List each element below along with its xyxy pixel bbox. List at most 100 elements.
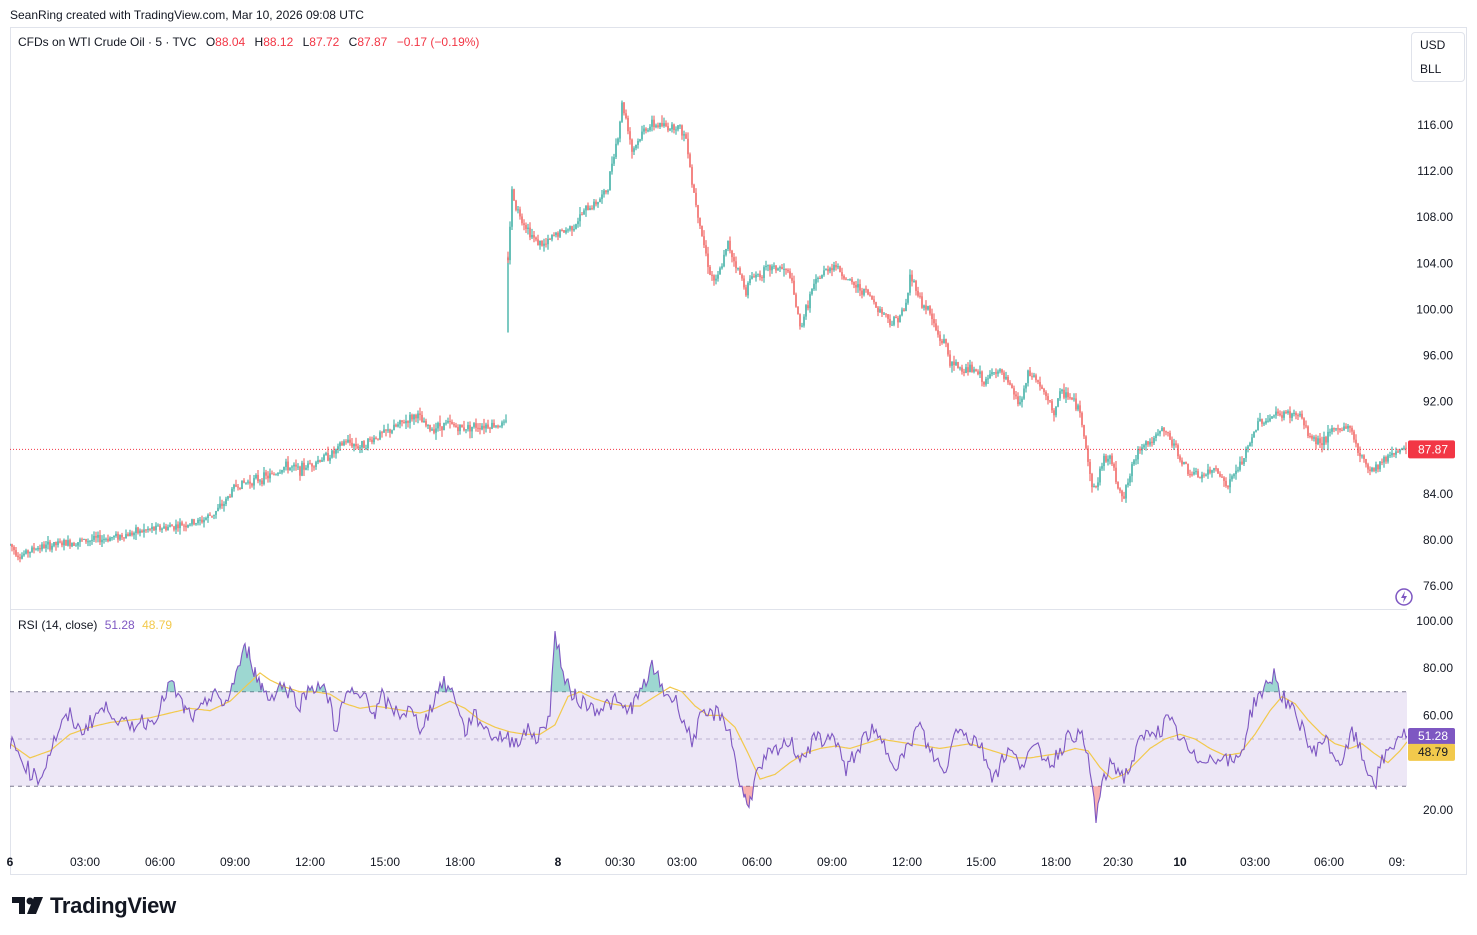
candle-body (1325, 436, 1327, 443)
candle-body (427, 425, 429, 427)
candle-body (111, 537, 113, 539)
candle-body (929, 306, 931, 314)
candle-body (1217, 468, 1219, 474)
candle-body (329, 457, 331, 461)
open-label: O (205, 35, 216, 49)
candle-body (135, 527, 137, 534)
candle-body (1243, 458, 1245, 464)
candle-body (1267, 420, 1269, 422)
alert-icon[interactable] (1395, 588, 1413, 606)
candle-body (943, 339, 945, 343)
last-price-badge-label: 87.87 (1418, 442, 1448, 456)
candle-body (963, 371, 965, 373)
candle-body (575, 224, 577, 229)
candle-body (795, 294, 797, 307)
candle-body (1259, 419, 1261, 422)
candle-body (973, 369, 975, 372)
candle-body (839, 266, 841, 273)
candle-body (331, 450, 333, 458)
candle-body (1339, 428, 1341, 431)
candle-body (1031, 376, 1033, 378)
candle-body (79, 539, 81, 543)
tradingview-logo[interactable]: TradingView (12, 893, 176, 919)
candle-body (307, 463, 309, 468)
candle-body (1209, 469, 1211, 473)
candle-body (945, 339, 947, 344)
candle-body (785, 268, 787, 270)
candle-body (593, 201, 595, 209)
candle-body (491, 422, 493, 429)
candle-body (1329, 431, 1331, 433)
candle-body (17, 555, 19, 558)
candle-body (531, 234, 533, 238)
candle-body (1135, 459, 1137, 461)
candle-body (1065, 392, 1067, 398)
candle-body (543, 243, 545, 246)
candle-body (769, 265, 771, 271)
candle-body (1007, 376, 1009, 383)
candle-body (625, 113, 627, 119)
candle-body (999, 369, 1001, 372)
candle-body (225, 498, 227, 505)
candle-body (1309, 435, 1311, 437)
candle-body (697, 205, 699, 218)
candle-body (499, 426, 501, 428)
candle-body (1295, 412, 1297, 416)
candle-body (1187, 463, 1189, 475)
candle-body (1383, 456, 1385, 463)
candle-body (315, 462, 317, 467)
candle-body (653, 119, 655, 128)
candle-body (1283, 411, 1285, 418)
candle-body (1323, 436, 1325, 446)
candle-body (289, 467, 291, 471)
candle-body (1095, 486, 1097, 488)
candle-body (1105, 455, 1107, 462)
candle-body (1119, 488, 1121, 491)
candle-body (293, 464, 295, 467)
candle-body (949, 354, 951, 366)
candle-body (1075, 398, 1077, 410)
candle-body (935, 323, 937, 331)
candle-body (227, 496, 229, 499)
candle-body (1367, 464, 1369, 470)
pane-separator[interactable] (10, 609, 1407, 610)
candle-body (1273, 415, 1275, 417)
candle-body (165, 526, 167, 530)
axis-badges: 87.87 51.28 48.79 (1408, 440, 1455, 761)
candle-body (803, 316, 805, 326)
candle-body (981, 371, 983, 382)
candle-body (857, 284, 859, 288)
candle-body (1099, 468, 1101, 483)
currency-unit-menu[interactable]: USD BLL (1411, 32, 1465, 82)
candle-body (1391, 453, 1393, 456)
currency-label[interactable]: USD (1420, 38, 1446, 52)
candle-body (1255, 430, 1257, 432)
candle-body (1035, 375, 1037, 381)
candle-body (751, 276, 753, 279)
candle-body (1281, 415, 1283, 418)
time-tick-label: 03:00 (1240, 855, 1270, 869)
candle-body (23, 553, 25, 556)
candle-body (475, 423, 477, 428)
candle-body (233, 484, 235, 489)
candle-body (533, 234, 535, 238)
candle-body (239, 487, 241, 489)
candle-body (299, 466, 301, 476)
candle-body (337, 446, 339, 450)
candle-body (457, 427, 459, 432)
candle-body (655, 125, 657, 128)
candle-body (1355, 439, 1357, 444)
candle-body (221, 503, 223, 506)
candle-body (887, 314, 889, 319)
candle-body (245, 482, 247, 484)
unit-label[interactable]: BLL (1420, 62, 1442, 76)
symbol-legend[interactable]: CFDs on WTI Crude Oil · 5 · TVC O88.04 H… (18, 35, 479, 49)
candle-body (521, 216, 523, 224)
rsi-legend[interactable]: RSI (14, close) 51.28 48.79 (18, 618, 172, 632)
candle-body (723, 254, 725, 267)
candle-body (573, 228, 575, 231)
candle-body (823, 270, 825, 276)
candle-body (1175, 443, 1177, 446)
candle-body (747, 283, 749, 296)
